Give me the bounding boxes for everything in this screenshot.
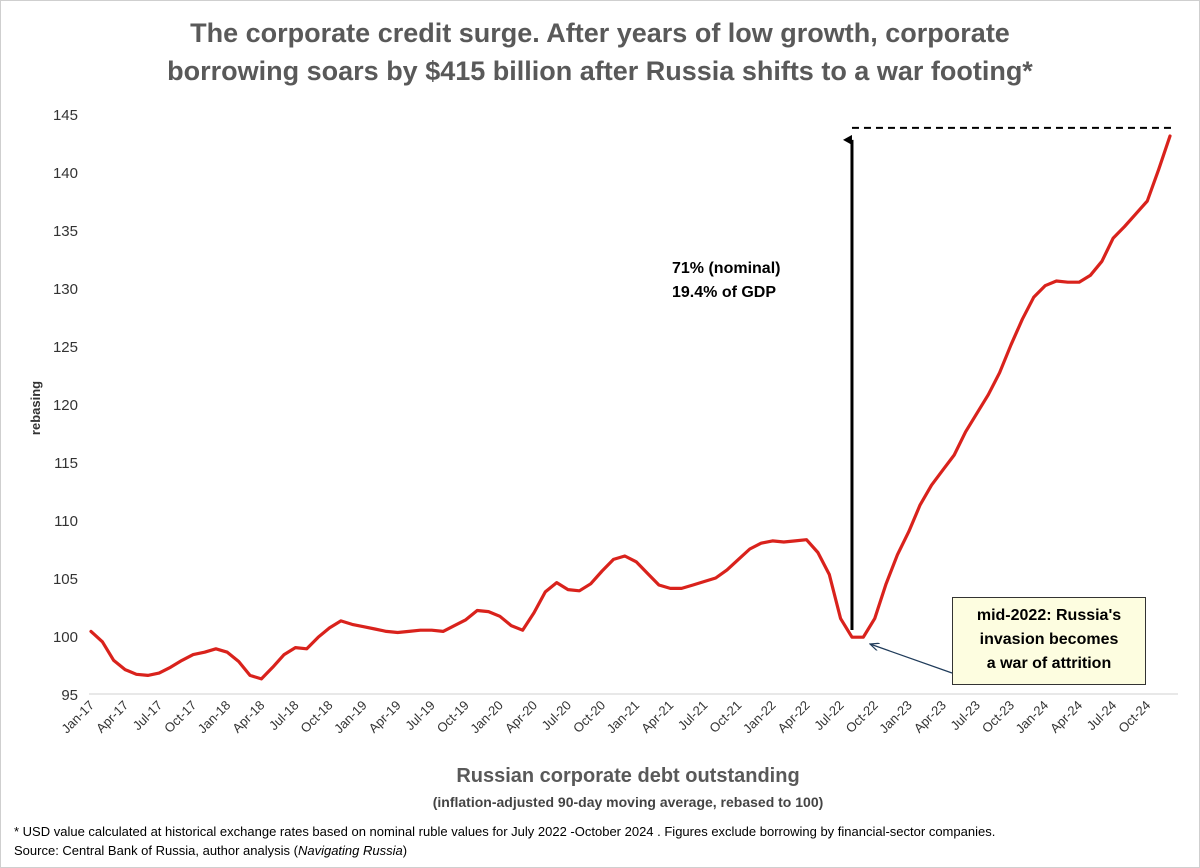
source-italic: Navigating Russia bbox=[297, 843, 403, 858]
x-axis-label: Russian corporate debt outstanding bbox=[456, 765, 799, 787]
x-tick-label: Oct-18 bbox=[297, 698, 335, 736]
title-line-2: borrowing soars by $415 billion after Ru… bbox=[167, 56, 1033, 86]
y-tick-label: 135 bbox=[53, 223, 78, 240]
y-axis: 95 100 105 110 115 120 125 130 135 140 145 bbox=[53, 107, 78, 704]
x-tick-label: Apr-21 bbox=[638, 698, 676, 736]
annotations bbox=[842, 126, 1173, 674]
callout-pointer bbox=[870, 644, 953, 674]
x-tick-label: Oct-19 bbox=[434, 698, 472, 736]
arrow-label-line-1: 71% (nominal) bbox=[672, 260, 781, 277]
callout-box: mid-2022: Russia's invasion becomes a wa… bbox=[952, 597, 1146, 685]
x-tick-label: Jan-18 bbox=[195, 698, 234, 737]
series-line bbox=[89, 134, 1172, 681]
x-tick-label: Jul-20 bbox=[538, 698, 574, 734]
x-tick-label: Jan-24 bbox=[1012, 698, 1051, 737]
y-tick-label: 105 bbox=[53, 571, 78, 588]
callout-line-3: a war of attrition bbox=[986, 655, 1112, 672]
x-tick-label: Apr-19 bbox=[366, 698, 404, 736]
x-axis-sublabel: (inflation-adjusted 90-day moving averag… bbox=[433, 794, 824, 810]
y-tick-label: 115 bbox=[54, 455, 78, 472]
x-tick-label: Jan-23 bbox=[876, 698, 915, 737]
y-tick-label: 120 bbox=[53, 397, 78, 414]
chart-title: The corporate credit surge. After years … bbox=[0, 14, 1200, 90]
x-tick-label: Apr-23 bbox=[911, 698, 949, 736]
x-tick-label: Oct-22 bbox=[843, 698, 881, 736]
x-tick-label: Jul-21 bbox=[675, 698, 711, 734]
title-line-1: The corporate credit surge. After years … bbox=[190, 18, 1010, 48]
x-tick-label: Oct-23 bbox=[979, 698, 1017, 736]
y-tick-label: 100 bbox=[53, 629, 78, 646]
x-tick-label: Jan-21 bbox=[604, 698, 643, 737]
x-tick-label: Jan-20 bbox=[467, 698, 506, 737]
arrow-annotation: 71% (nominal) 19.4% of GDP bbox=[672, 257, 780, 305]
y-tick-label: 95 bbox=[61, 687, 78, 704]
y-axis-label: rebasing bbox=[28, 381, 43, 435]
x-tick-label: Apr-18 bbox=[229, 698, 267, 736]
x-tick-label: Apr-17 bbox=[93, 698, 131, 736]
x-tick-label: Jan-19 bbox=[331, 698, 370, 737]
x-tick-label: Oct-24 bbox=[1115, 698, 1153, 736]
source-suffix: ) bbox=[402, 843, 408, 858]
y-tick-label: 145 bbox=[53, 107, 78, 124]
x-tick-label: Apr-22 bbox=[774, 698, 812, 736]
x-tick-label: Jul-24 bbox=[1084, 698, 1120, 734]
x-tick-label: Jul-22 bbox=[811, 698, 847, 734]
footnote-line-2: Source: Central Bank of Russia, author a… bbox=[14, 841, 995, 860]
x-tick-label: Apr-20 bbox=[502, 698, 540, 736]
y-tick-label: 125 bbox=[53, 339, 78, 356]
x-tick-label: Oct-20 bbox=[570, 698, 608, 736]
x-tick-label: Jan-22 bbox=[740, 698, 779, 737]
callout-line-2: invasion becomes bbox=[979, 631, 1119, 648]
y-tick-label: 140 bbox=[53, 165, 78, 182]
x-tick-label: Oct-17 bbox=[161, 698, 199, 736]
callout-line-1: mid-2022: Russia's bbox=[976, 607, 1122, 624]
x-tick-label: Oct-21 bbox=[706, 698, 744, 736]
x-axis: Jan-17Apr-17Jul-17Oct-17Jan-18Apr-18Jul-… bbox=[58, 693, 1178, 737]
x-tick-label: Apr-24 bbox=[1047, 698, 1085, 736]
x-tick-label: Jul-18 bbox=[266, 698, 302, 734]
x-tick-label: Jul-23 bbox=[947, 698, 983, 734]
y-tick-label: 110 bbox=[54, 513, 78, 530]
x-tick-label: Jul-17 bbox=[130, 698, 166, 734]
arrow-label-line-2: 19.4% of GDP bbox=[672, 284, 777, 301]
footnote: * USD value calculated at historical exc… bbox=[14, 822, 995, 860]
source-prefix: Source: Central Bank of Russia, author a… bbox=[14, 843, 298, 858]
x-tick-label: Jul-19 bbox=[402, 698, 438, 734]
footnote-line-1: * USD value calculated at historical exc… bbox=[14, 824, 996, 839]
plot-area bbox=[89, 134, 1172, 681]
y-tick-label: 130 bbox=[53, 281, 78, 298]
